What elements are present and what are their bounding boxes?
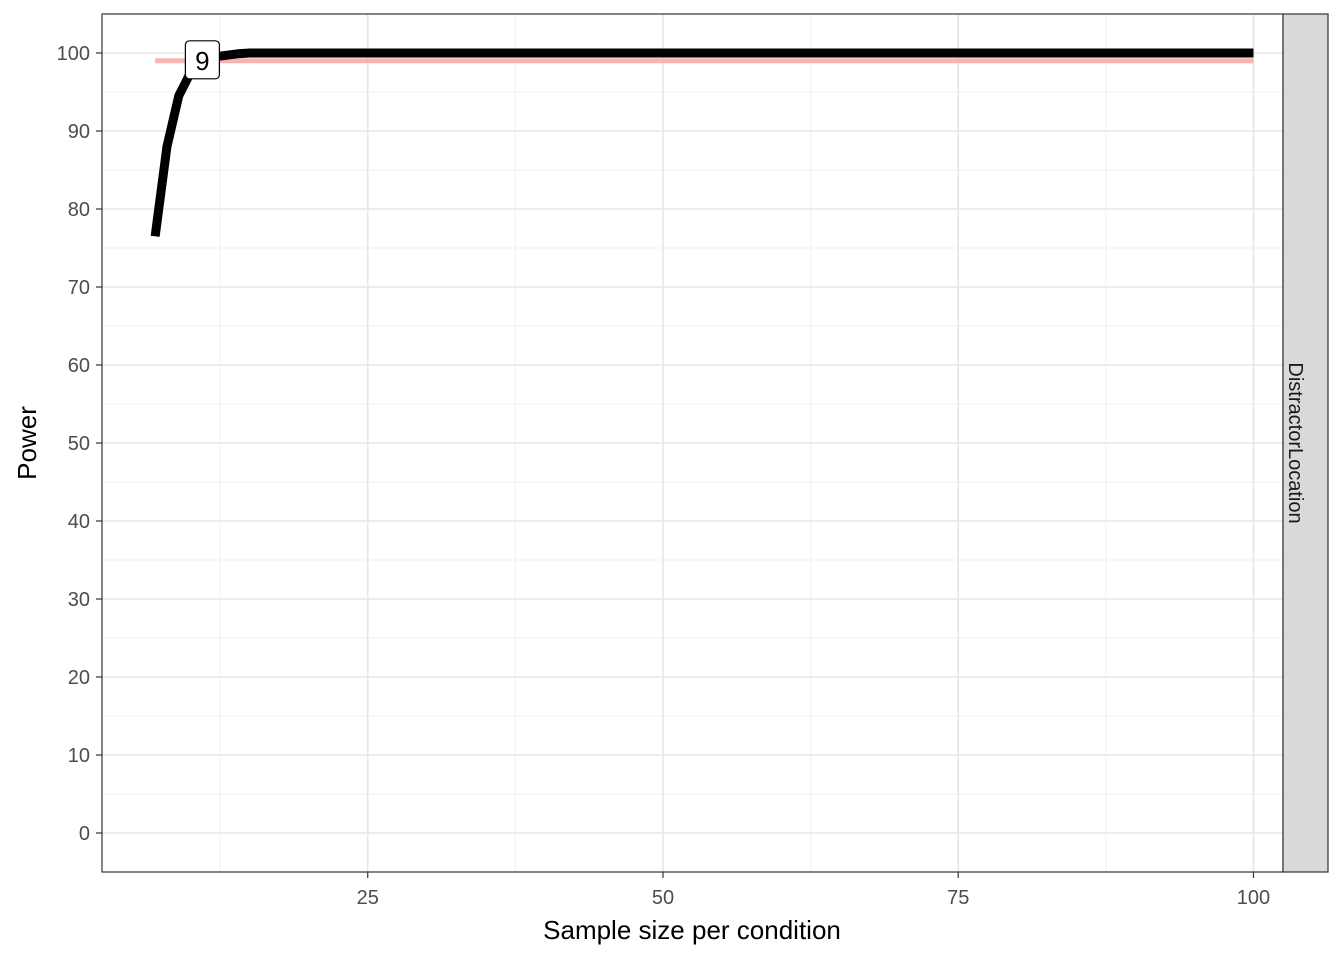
y-tick-label: 0 (79, 823, 90, 845)
facet-strip-label: DistractorLocation (1284, 362, 1306, 523)
y-tick-label: 100 (57, 43, 90, 65)
x-tick-label: 75 (947, 887, 969, 909)
annotation-label: 9 (184, 40, 220, 80)
y-tick-label: 80 (68, 199, 90, 221)
y-axis: 0 10 20 30 40 50 60 70 80 90 100 (57, 43, 102, 845)
facet-strip-box (1282, 13, 1329, 873)
y-tick-label: 70 (68, 277, 90, 299)
x-tick-label: 50 (652, 887, 674, 909)
y-tick-label: 90 (68, 121, 90, 143)
x-tick-label: 25 (357, 887, 379, 909)
y-tick-label: 30 (68, 589, 90, 611)
annotation-box (184, 40, 220, 80)
facet-strip: DistractorLocation (1282, 13, 1329, 873)
x-axis: 25 50 75 100 (357, 872, 1270, 909)
y-tick-label: 20 (68, 667, 90, 689)
major-gridlines (102, 14, 1283, 872)
x-axis-title: Sample size per condition (543, 915, 841, 945)
y-tick-label: 10 (68, 745, 90, 767)
y-tick-label: 40 (68, 511, 90, 533)
annotation-text: 9 (195, 46, 209, 76)
y-tick-label: 60 (68, 355, 90, 377)
y-axis-title: Power (12, 406, 42, 480)
y-tick-label: 50 (68, 433, 90, 455)
x-tick-label: 100 (1237, 887, 1270, 909)
annotation-layer: 9 (184, 40, 220, 80)
